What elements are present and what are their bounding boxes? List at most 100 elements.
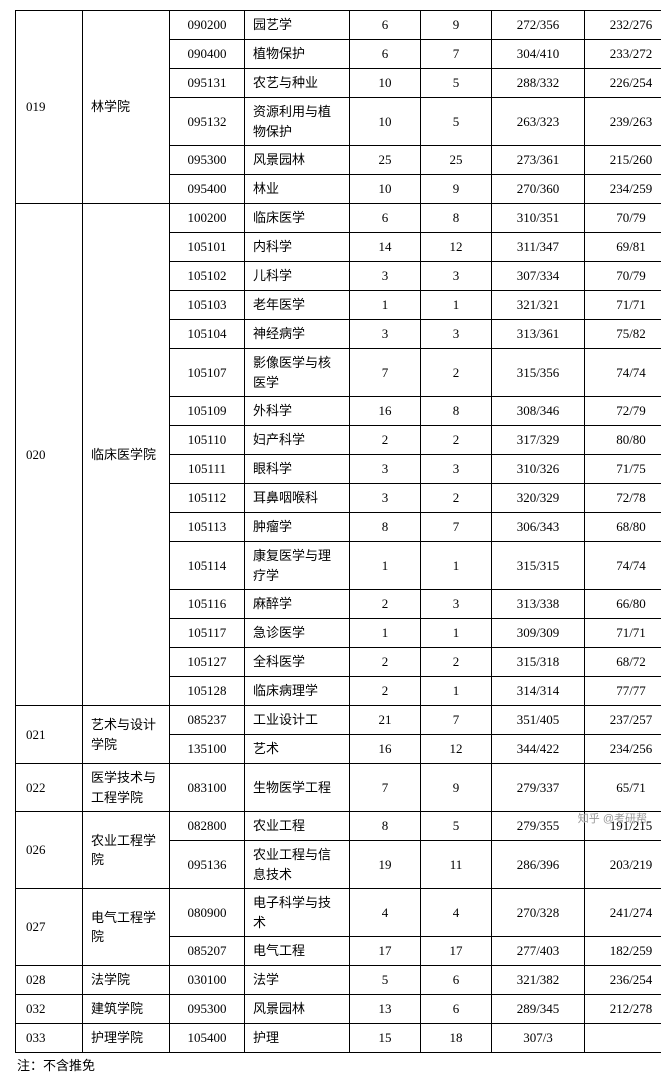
- score-2: 77/77: [585, 677, 661, 706]
- col-a: 3: [350, 320, 421, 349]
- score-1: 308/346: [492, 397, 585, 426]
- score-1: 307/3: [492, 1024, 585, 1053]
- dept-name: 电气工程学院: [83, 889, 170, 966]
- col-a: 25: [350, 146, 421, 175]
- score-1: 321/382: [492, 966, 585, 995]
- major-name: 临床病理学: [245, 677, 350, 706]
- col-a: 8: [350, 513, 421, 542]
- score-2: 233/272: [585, 40, 661, 69]
- dept-code: 027: [16, 889, 83, 966]
- major-name: 外科学: [245, 397, 350, 426]
- col-a: 3: [350, 484, 421, 513]
- score-2: 70/79: [585, 204, 661, 233]
- dept-name: 护理学院: [83, 1024, 170, 1053]
- major-code: 105111: [170, 455, 245, 484]
- col-a: 3: [350, 262, 421, 291]
- col-b: 3: [421, 590, 492, 619]
- score-2: 215/260: [585, 146, 661, 175]
- col-a: 2: [350, 590, 421, 619]
- major-name: 资源利用与植物保护: [245, 98, 350, 146]
- col-b: 5: [421, 98, 492, 146]
- table-row: 019林学院090200园艺学69272/356232/276: [16, 11, 661, 40]
- col-a: 6: [350, 11, 421, 40]
- table-row: 026农业工程学院082800农业工程85279/355191/215: [16, 812, 661, 841]
- dept-code: 032: [16, 995, 83, 1024]
- footer-note: 注：不含推免: [17, 1055, 651, 1074]
- score-2: [585, 1024, 661, 1053]
- score-1: 289/345: [492, 995, 585, 1024]
- major-name: 儿科学: [245, 262, 350, 291]
- score-2: 241/274: [585, 889, 661, 937]
- major-name: 眼科学: [245, 455, 350, 484]
- col-b: 3: [421, 320, 492, 349]
- col-b: 7: [421, 40, 492, 69]
- major-name: 林业: [245, 175, 350, 204]
- col-a: 6: [350, 40, 421, 69]
- score-1: 320/329: [492, 484, 585, 513]
- score-2: 69/81: [585, 233, 661, 262]
- score-2: 65/71: [585, 764, 661, 812]
- score-1: 270/360: [492, 175, 585, 204]
- admissions-table: 019林学院090200园艺学69272/356232/276090400植物保…: [15, 10, 661, 1053]
- score-2: 68/80: [585, 513, 661, 542]
- col-b: 11: [421, 841, 492, 889]
- major-code: 105127: [170, 648, 245, 677]
- col-b: 1: [421, 291, 492, 320]
- col-a: 8: [350, 812, 421, 841]
- major-name: 电子科学与技术: [245, 889, 350, 937]
- score-1: 277/403: [492, 937, 585, 966]
- watermark: 知乎 @考研帮: [578, 810, 647, 826]
- major-name: 农艺与种业: [245, 69, 350, 98]
- major-code: 105128: [170, 677, 245, 706]
- col-a: 2: [350, 677, 421, 706]
- col-a: 13: [350, 995, 421, 1024]
- col-b: 3: [421, 455, 492, 484]
- col-b: 2: [421, 484, 492, 513]
- col-a: 1: [350, 619, 421, 648]
- col-a: 16: [350, 397, 421, 426]
- major-code: 105116: [170, 590, 245, 619]
- major-name: 生物医学工程: [245, 764, 350, 812]
- major-code: 105110: [170, 426, 245, 455]
- dept-code: 028: [16, 966, 83, 995]
- major-code: 105107: [170, 349, 245, 397]
- col-b: 3: [421, 262, 492, 291]
- score-1: 307/334: [492, 262, 585, 291]
- score-2: 203/219: [585, 841, 661, 889]
- score-1: 313/338: [492, 590, 585, 619]
- major-code: 095300: [170, 146, 245, 175]
- col-a: 17: [350, 937, 421, 966]
- col-a: 10: [350, 69, 421, 98]
- score-1: 270/328: [492, 889, 585, 937]
- dept-code: 022: [16, 764, 83, 812]
- col-b: 1: [421, 677, 492, 706]
- major-code: 105109: [170, 397, 245, 426]
- score-2: 72/78: [585, 484, 661, 513]
- score-2: 74/74: [585, 349, 661, 397]
- col-b: 4: [421, 889, 492, 937]
- table-row: 021艺术与设计学院085237工业设计工217351/405237/257: [16, 706, 661, 735]
- score-2: 80/80: [585, 426, 661, 455]
- major-code: 082800: [170, 812, 245, 841]
- table-row: 028法学院030100法学56321/382236/254: [16, 966, 661, 995]
- score-1: 315/315: [492, 542, 585, 590]
- score-2: 237/257: [585, 706, 661, 735]
- major-code: 105101: [170, 233, 245, 262]
- col-b: 1: [421, 619, 492, 648]
- table-row: 032建筑学院095300风景园林136289/345212/278: [16, 995, 661, 1024]
- major-name: 妇产科学: [245, 426, 350, 455]
- score-2: 234/256: [585, 735, 661, 764]
- major-name: 肿瘤学: [245, 513, 350, 542]
- col-a: 10: [350, 98, 421, 146]
- score-2: 239/263: [585, 98, 661, 146]
- score-2: 232/276: [585, 11, 661, 40]
- dept-code: 020: [16, 204, 83, 706]
- score-2: 182/259: [585, 937, 661, 966]
- col-b: 7: [421, 706, 492, 735]
- score-1: 313/361: [492, 320, 585, 349]
- score-1: 273/361: [492, 146, 585, 175]
- col-b: 1: [421, 542, 492, 590]
- dept-code: 026: [16, 812, 83, 889]
- score-1: 314/314: [492, 677, 585, 706]
- score-2: 74/74: [585, 542, 661, 590]
